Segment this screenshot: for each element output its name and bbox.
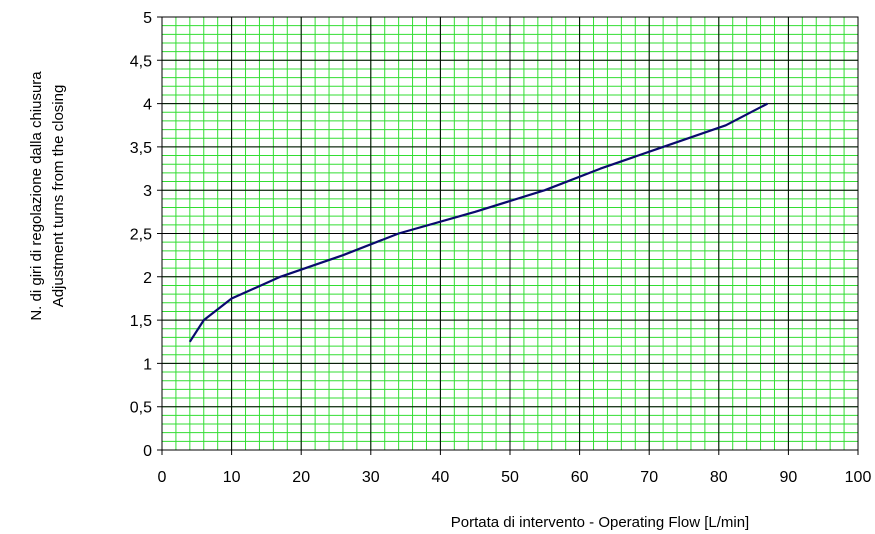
y-axis-title-line-2: Adjustment turns from the closing	[50, 85, 67, 308]
y-tick-labels: 0 0,5 1 1,5 2 2,5 3 3,5 4 4,5 5	[130, 10, 152, 460]
x-tick-label: 40	[432, 469, 450, 486]
y-tick-label: 2,5	[130, 227, 152, 244]
y-tick-label: 2	[143, 270, 152, 287]
y-tick-label: 0,5	[130, 400, 152, 417]
y-tick-label: 5	[143, 10, 152, 27]
y-tick-label: 3	[143, 183, 152, 200]
series-layer	[188, 102, 769, 343]
x-tick-label: 90	[780, 469, 798, 486]
x-tick-label: 50	[501, 469, 519, 486]
x-tick-label: 0	[158, 469, 167, 486]
y-tick-label: 0	[143, 443, 152, 460]
x-tick-label: 30	[362, 469, 380, 486]
x-tick-label: 70	[640, 469, 658, 486]
x-tick-labels: 0 10 20 30 40 50 60 70 80 90 100	[158, 469, 872, 486]
series-line-0	[188, 102, 769, 343]
y-axis-title-line-1: N. di giri di regolazione dalla chiusura	[28, 71, 45, 321]
y-tick-label: 4	[143, 97, 152, 114]
x-tick-label: 20	[292, 469, 310, 486]
y-tick-label: 3,5	[130, 140, 152, 157]
y-tick-label: 1	[143, 356, 152, 373]
x-tick-label: 100	[845, 469, 872, 486]
y-tick-label: 4,5	[130, 53, 152, 70]
x-tick-label: 60	[571, 469, 589, 486]
y-tick-label: 1,5	[130, 313, 152, 330]
x-tick-label: 80	[710, 469, 728, 486]
plot-frame	[161, 16, 859, 451]
x-tick-label: 10	[223, 469, 241, 486]
x-axis-title: Portata di intervento - Operating Flow […	[451, 514, 749, 531]
